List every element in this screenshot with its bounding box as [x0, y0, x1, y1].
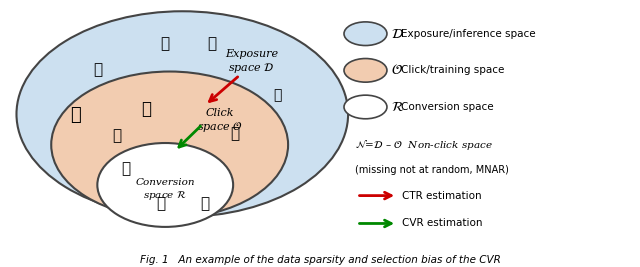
- Text: 👟: 👟: [93, 62, 102, 77]
- Text: CVR estimation: CVR estimation: [402, 218, 483, 229]
- Text: $\mathcal{D}$: $\mathcal{D}$: [392, 27, 404, 41]
- Text: Click/training space: Click/training space: [401, 65, 504, 75]
- Text: 👗: 👗: [70, 106, 81, 124]
- Text: Exposure
space $\mathcal{D}$: Exposure space $\mathcal{D}$: [225, 49, 278, 75]
- Text: Fig. 1   An example of the data sparsity and selection bias of the CVR: Fig. 1 An example of the data sparsity a…: [140, 255, 500, 265]
- Text: Click
space $\mathcal{O}$: Click space $\mathcal{O}$: [197, 108, 243, 134]
- Text: 👞: 👞: [141, 100, 151, 118]
- Text: 📱: 📱: [161, 36, 170, 51]
- Text: 👕: 👕: [207, 36, 216, 51]
- Ellipse shape: [344, 58, 387, 82]
- Ellipse shape: [17, 11, 348, 217]
- Text: $\mathcal{N}$=$\mathcal{D}$ – $\mathcal{O}$  Non-click space: $\mathcal{N}$=$\mathcal{D}$ – $\mathcal{…: [355, 138, 493, 152]
- Text: 🧢: 🧢: [112, 128, 121, 143]
- Ellipse shape: [344, 95, 387, 119]
- Text: CTR estimation: CTR estimation: [402, 191, 482, 201]
- Text: $\mathcal{R}$: $\mathcal{R}$: [392, 100, 404, 114]
- Text: ⌚: ⌚: [200, 196, 209, 211]
- Ellipse shape: [51, 72, 288, 218]
- Ellipse shape: [344, 22, 387, 46]
- Text: Conversion
space $\mathcal{R}$: Conversion space $\mathcal{R}$: [136, 178, 195, 202]
- Text: Conversion space: Conversion space: [401, 102, 493, 112]
- Text: $\mathcal{O}$: $\mathcal{O}$: [392, 63, 403, 77]
- Text: 🥼: 🥼: [230, 127, 239, 142]
- Text: 👠: 👠: [156, 196, 165, 211]
- Text: Exposure/inference space: Exposure/inference space: [401, 29, 536, 39]
- Text: 💍: 💍: [273, 88, 281, 102]
- Ellipse shape: [97, 143, 233, 227]
- Text: 🧴: 🧴: [122, 161, 131, 176]
- Text: (missing not at random, MNAR): (missing not at random, MNAR): [355, 164, 509, 175]
